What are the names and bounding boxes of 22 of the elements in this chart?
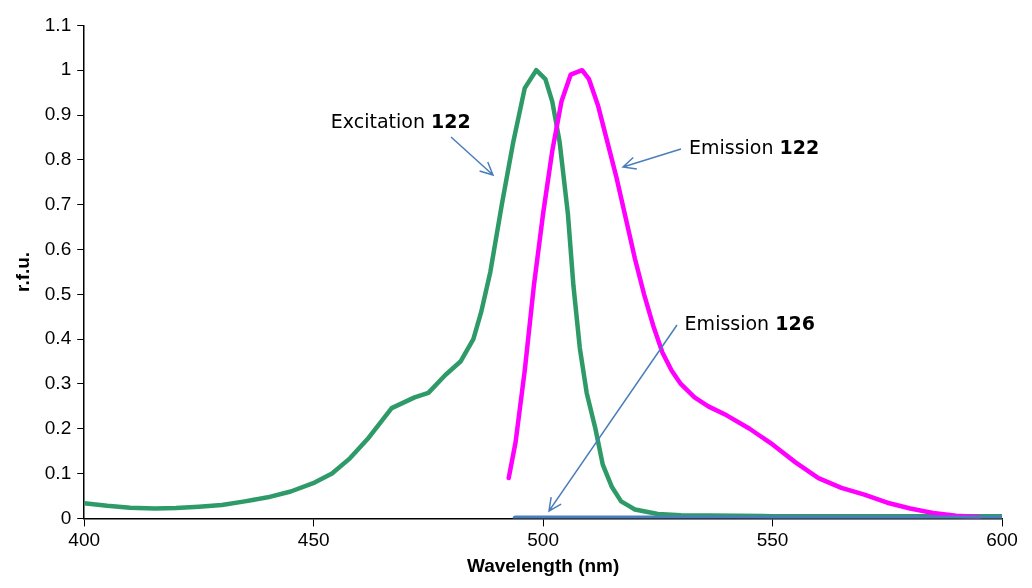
x-tick-label: 600 [986, 529, 1018, 551]
y-tick-label: 0.7 [44, 192, 72, 214]
y-tick-label: 0.5 [44, 282, 72, 304]
x-tick-label: 450 [297, 529, 330, 551]
y-tick-label: 0.1 [44, 461, 72, 483]
annotation: Emission 122 [688, 135, 820, 158]
y-tick-label: 0.8 [44, 148, 72, 170]
y-tick-label: 1 [60, 58, 72, 80]
y-tick-label: 0.6 [44, 237, 72, 259]
x-tick-label: 500 [527, 529, 559, 551]
annotation: Emission 126 [684, 311, 815, 334]
y-tick-label: 0.3 [44, 372, 72, 394]
x-tick-label: 400 [68, 529, 101, 551]
y-axis-title: r.f.u. [11, 251, 33, 292]
x-axis-title: Wavelength (nm) [466, 554, 620, 576]
x-tick-label: 550 [756, 529, 789, 551]
y-tick-label: 1.1 [44, 13, 72, 35]
y-tick-label: 0.2 [44, 417, 72, 438]
y-tick-label: 0.9 [44, 103, 72, 125]
y-tick-label: 0.4 [44, 327, 72, 349]
y-tick-label: 0 [60, 506, 72, 528]
annotation: Excitation 122 [330, 109, 471, 132]
